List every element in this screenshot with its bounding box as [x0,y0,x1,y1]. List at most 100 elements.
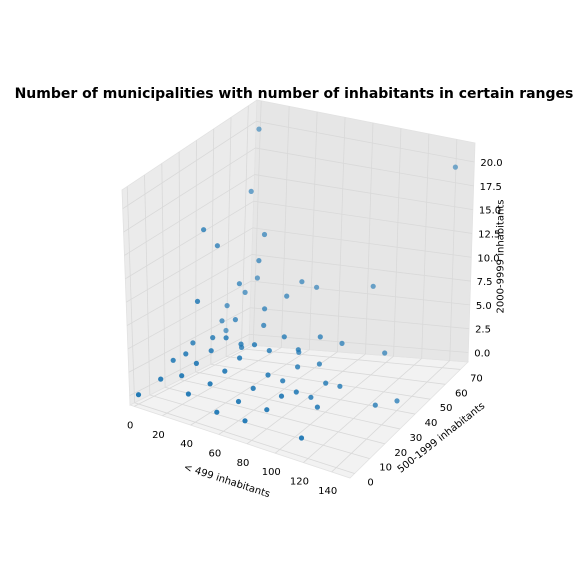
y-tick-label: 20 [394,448,407,459]
data-point [254,275,260,281]
data-point [207,381,213,387]
y-tick-label: 70 [470,373,483,384]
z-grid-back [254,174,473,211]
data-point [278,393,285,399]
z-grid-left [126,254,253,326]
data-point [237,355,243,361]
data-point [262,306,268,312]
data-point [193,360,199,366]
data-point [208,348,214,354]
x-tick-label: 40 [180,439,193,450]
data-point [314,284,320,290]
data-point [223,327,229,334]
data-point [295,347,301,353]
x-grid-back [308,111,318,350]
x-grid-back [393,128,402,357]
y-grid-floor [226,356,446,385]
z-tick-label: 0.0 [474,348,490,359]
data-point [284,293,290,299]
z-grid-left [124,174,255,256]
y-grid-left [126,186,135,403]
data-point [224,303,230,309]
z-grid-back [252,227,472,258]
x-tick-label: 100 [262,467,281,478]
data-point [183,351,189,357]
x-tick-label: 20 [152,430,165,441]
data-point [238,341,244,347]
data-point [317,334,323,340]
data-points [135,126,458,441]
data-point [372,402,378,408]
y-grid-floor [149,394,370,460]
data-point [201,227,207,233]
z-grid-left [125,200,254,280]
x-grid-back [421,133,430,359]
z-tick-label: 20.0 [480,158,502,169]
data-point [264,407,270,413]
data-point [170,357,176,363]
data-point [222,368,228,374]
z-tick-label: 10.0 [477,253,499,264]
z-tick-label: 12.5 [478,229,500,240]
data-point [298,435,305,441]
z-grid-left [127,280,252,350]
back-pane [248,99,476,363]
x-tick-label: 0 [127,420,133,431]
x-grid-back [252,100,262,346]
data-point [280,378,286,384]
y-grid-floor [210,363,431,400]
data-point [323,380,329,386]
y-grid-floor [180,379,401,430]
data-point [223,335,229,341]
data-point [248,188,254,194]
z-tick-label: 2.5 [475,325,491,336]
z-grid-left [129,333,250,397]
data-point [219,318,225,324]
data-point [281,334,287,340]
data-point [214,243,220,249]
y-grid-left [225,117,232,357]
y-tick-label: 30 [410,433,423,444]
x-grid-back [365,122,374,355]
data-point [242,289,248,295]
y-tick-label: 50 [440,403,453,414]
y-tick-label: 10 [379,463,392,474]
data-point [370,283,376,289]
data-point [232,317,238,323]
data-point [261,322,267,328]
grid-lines [122,100,475,474]
axis-panes [121,99,476,479]
data-point [251,342,258,348]
z-grid-back [250,307,470,330]
x-grid-back [280,106,290,348]
y-tick-label: 40 [425,418,438,429]
y-grid-floor [164,386,385,445]
data-point [299,279,305,285]
y-grid-left [240,105,249,349]
z-grid-back [251,280,470,306]
data-point [235,398,242,405]
data-point [242,418,248,424]
z-axis-label: 2000-9999 inhabitants [496,200,507,314]
data-point [135,392,142,398]
y-grid-floor [241,348,461,370]
data-point [158,376,164,382]
x-grid-back [337,117,346,352]
data-point [185,391,191,397]
data-point [236,281,242,287]
data-point [293,389,299,395]
z-grid-left [128,307,251,373]
x-tick-label: 60 [208,448,221,459]
data-point [339,340,345,346]
z-grid-left [122,120,257,210]
y-grid-left [210,128,215,365]
z-grid-back [256,120,475,163]
data-point [210,335,216,341]
y-tick-label: 60 [455,388,468,399]
x-grid-back [449,139,458,361]
z-grid-left [125,227,254,303]
data-point [382,350,388,356]
z-tick-label: 5.0 [476,301,492,312]
data-point [266,348,272,354]
y-tick-label: 0 [367,478,373,489]
